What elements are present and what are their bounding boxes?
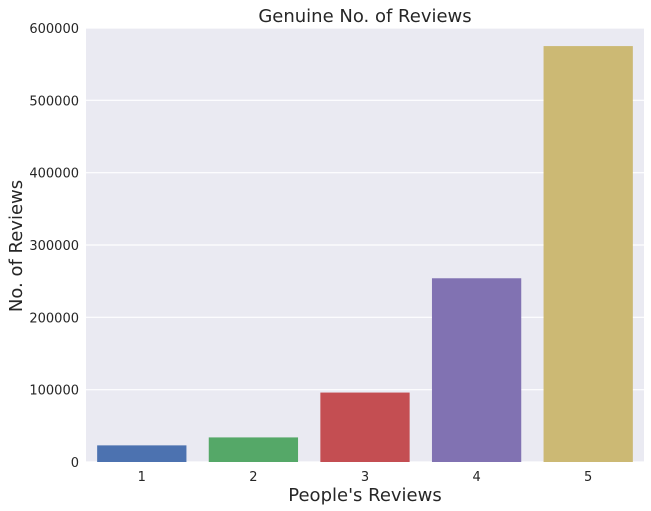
bar-5 xyxy=(543,46,633,462)
y-axis-label: No. of Reviews xyxy=(6,180,27,312)
y-tick-label: 300000 xyxy=(29,239,79,254)
chart-title: Genuine No. of Reviews xyxy=(258,6,471,27)
y-tick-label: 0 xyxy=(71,456,79,471)
bar-1 xyxy=(97,445,187,462)
y-tick-label: 100000 xyxy=(29,384,79,399)
x-tick-label: 3 xyxy=(361,470,369,485)
bars xyxy=(97,46,633,462)
y-axis-ticks: 0 100000 200000 300000 400000 500000 600000 xyxy=(29,22,79,471)
x-tick-label: 4 xyxy=(472,470,480,485)
x-axis-ticks: 1 2 3 4 5 xyxy=(138,470,593,485)
x-tick-label: 1 xyxy=(138,470,146,485)
x-tick-label: 2 xyxy=(249,470,257,485)
x-axis-label: People's Reviews xyxy=(288,485,441,506)
y-tick-label: 500000 xyxy=(29,94,79,109)
y-tick-label: 400000 xyxy=(29,167,79,182)
x-tick-label: 5 xyxy=(584,470,592,485)
y-tick-label: 200000 xyxy=(29,311,79,326)
bar-3 xyxy=(320,392,410,462)
bar-4 xyxy=(431,278,522,462)
y-tick-label: 600000 xyxy=(29,22,79,37)
bar-2 xyxy=(208,437,299,462)
